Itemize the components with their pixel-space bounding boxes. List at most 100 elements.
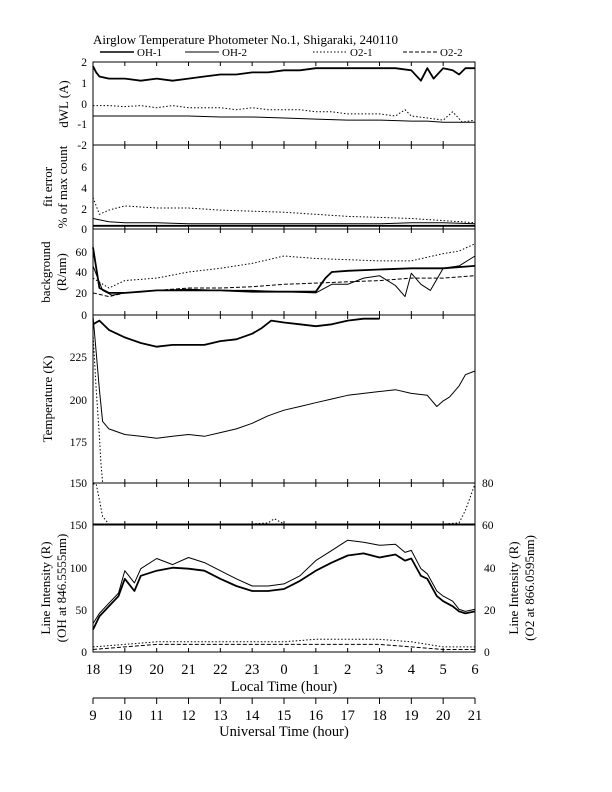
series-layer: [92, 65, 476, 650]
series-oh-2: [92, 539, 476, 624]
int-tick-0: 0: [81, 647, 87, 659]
panel-temp-frame: [92, 314, 476, 484]
int-tick-50: 50: [76, 605, 88, 617]
series-o2-1: [92, 638, 475, 648]
ut-tick-label: 13: [213, 708, 228, 724]
int-tick-100: 100: [70, 563, 88, 575]
series-o2-1: [92, 333, 104, 483]
o2temp-tick-right-80: 80: [482, 478, 494, 490]
ut-tick-label: 10: [118, 708, 133, 724]
series-oh-2: [92, 255, 476, 298]
series-o2-1: [92, 197, 476, 224]
local-time-tick-label: 1: [312, 662, 319, 678]
fit-ylabel-1: fit error: [40, 166, 55, 207]
fit-tick-0: 0: [81, 224, 87, 236]
legend-o22: O2-2: [440, 47, 463, 59]
bg-tick-40: 40: [76, 267, 88, 279]
ut-ticks: 9 10 11 12 13 14 15 16 17 18 19 20 21: [89, 698, 482, 724]
panel-background-series: [92, 243, 476, 298]
temp-tick-150: 150: [70, 478, 88, 490]
series-oh-1: [92, 552, 476, 630]
fit-ylabel-2: % of max count: [55, 145, 70, 228]
local-time-tick-label: 18: [86, 662, 101, 678]
o2temp-tick-left-bottom: 150: [70, 520, 88, 532]
fit-tick-2: 2: [81, 204, 87, 216]
panel-bg-frame: [92, 228, 476, 316]
series-o2-2: [92, 275, 476, 298]
series-oh-2: [92, 315, 476, 439]
panel-temperature-series: [92, 315, 476, 483]
local-time-tick-label: 20: [149, 662, 164, 678]
int-rylabel-1: Line Intensity (R): [506, 541, 521, 634]
int-ylabel-1: Line Intensity (R): [38, 541, 53, 634]
bg-tick-20: 20: [76, 288, 88, 300]
dwl-tick-m1: -1: [77, 119, 87, 131]
temp-ylabel: Temperature (K): [40, 356, 55, 443]
ut-tick-label: 17: [340, 708, 355, 724]
ut-tick-label: 14: [245, 708, 260, 724]
dwl-ylabel: dWL (A): [56, 80, 71, 128]
ut-tick-label: 19: [404, 708, 419, 724]
local-time-tick-label: 19: [118, 662, 133, 678]
bg-ylabel-1: background: [38, 241, 53, 303]
ut-tick-label: 12: [181, 708, 196, 724]
series-o2-2: [92, 643, 475, 650]
int-rtick-40: 40: [484, 563, 496, 575]
panel-fit-error-series: [92, 197, 476, 227]
ut-label: Universal Time (hour): [219, 724, 349, 740]
series-oh-1: [92, 317, 380, 348]
local-time-tick-label: 22: [213, 662, 228, 678]
legend-oh2: OH-2: [222, 47, 247, 59]
fit-tick-6: 6: [81, 162, 87, 174]
int-rtick-20: 20: [484, 605, 496, 617]
local-time-tick-label: 21: [181, 662, 196, 678]
panel-fit-frame: [92, 144, 476, 230]
series-oh-1: [92, 65, 475, 82]
figure-title: Airglow Temperature Photometer No.1, Shi…: [93, 32, 398, 47]
temp-tick-225: 225: [70, 352, 88, 364]
series-o2-1: [93, 105, 476, 123]
fit-tick-4: 4: [81, 183, 87, 195]
ut-tick-label: 18: [372, 708, 387, 724]
int-rylabel-2: (O2 at 866.0595nm): [522, 535, 537, 641]
local-time-label: Local Time (hour): [231, 679, 337, 695]
series-o2-1: [93, 483, 476, 525]
panel-dwl-series: [92, 65, 476, 123]
ut-tick-label: 9: [89, 708, 96, 724]
series-oh-1: [92, 218, 476, 225]
legend-o21: O2-1: [350, 47, 373, 59]
local-time-tick-label: 5: [440, 662, 447, 678]
ut-tick-label: 16: [309, 708, 324, 724]
series-oh-2: [93, 115, 475, 123]
ut-tick-label: 21: [468, 708, 483, 724]
temp-tick-175: 175: [70, 437, 88, 449]
dwl-tick-m2: -2: [77, 140, 87, 152]
legend-oh1: OH-1: [137, 47, 162, 59]
bg-ylabel-2: (R/nm): [54, 253, 69, 291]
panel-o2-temperature-series: [93, 483, 476, 525]
panel-o2temp-frame: [92, 482, 476, 526]
local-time-tick-label: 23: [245, 662, 260, 678]
local-time-tick-label: 4: [408, 662, 416, 678]
int-ylabel-2: (OH at 846.5555nm): [54, 534, 69, 643]
int-rtick-0: 0: [484, 647, 490, 659]
panel-dwl-frame: [92, 61, 476, 146]
series-oh-1: [92, 247, 476, 294]
bg-tick-60: 60: [76, 247, 88, 259]
dwl-tick-2: 2: [81, 57, 87, 69]
local-time-ticks: 18 19 20 21 22 23 0 1 2 3 4 5 6: [86, 62, 479, 678]
local-time-tick-label: 2: [344, 662, 351, 678]
series-o2-1: [92, 243, 476, 289]
local-time-tick-label: 0: [280, 662, 287, 678]
dwl-tick-0: 0: [81, 99, 87, 111]
temp-tick-200: 200: [70, 395, 88, 407]
local-time-tick-label: 3: [376, 662, 383, 678]
dwl-tick-1: 1: [81, 78, 87, 90]
ut-tick-label: 11: [150, 708, 164, 724]
ut-tick-label: 20: [436, 708, 451, 724]
panel-line-intensity-series: [92, 539, 476, 650]
bg-tick-0: 0: [81, 310, 87, 322]
local-time-tick-label: 6: [471, 662, 478, 678]
ut-tick-label: 15: [277, 708, 292, 724]
